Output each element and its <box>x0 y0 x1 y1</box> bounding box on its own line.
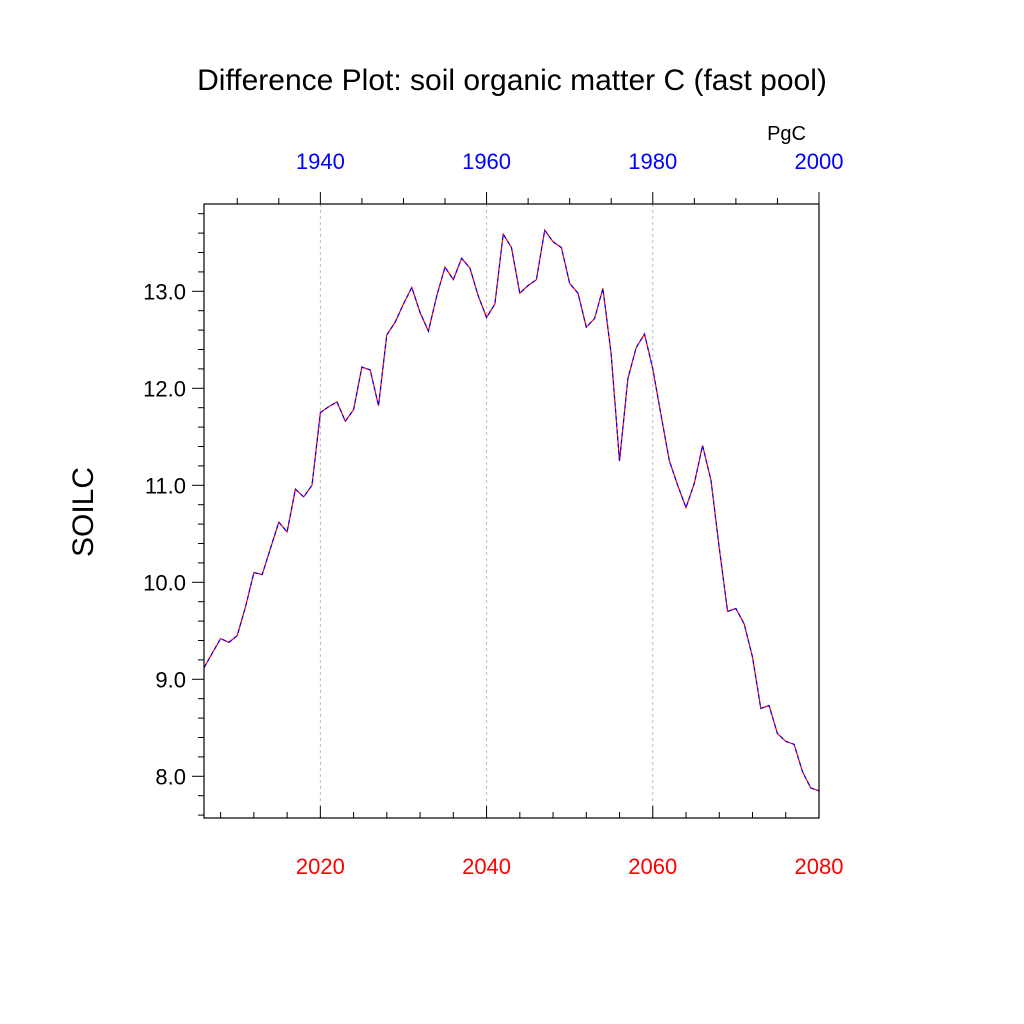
x-bottom-tick-label: 2020 <box>296 854 345 879</box>
x-bottom-tick-label: 2080 <box>795 854 844 879</box>
data-series <box>203 228 820 792</box>
units-label: PgC <box>767 123 806 145</box>
y-tick-label: 9.0 <box>155 667 186 692</box>
y-tick-label: 8.0 <box>155 764 186 789</box>
plot-frame <box>203 203 820 819</box>
x-top-tick-label: 1940 <box>296 149 345 174</box>
x-bottom-tick-label: 2040 <box>462 854 511 879</box>
x-top-tick-label: 1980 <box>628 149 677 174</box>
y-tick-label: 13.0 <box>143 279 186 304</box>
tick-labels: 8.0 9.0 10.0 11.0 12.0 13.0 2020 2040 2060 2080 19… <box>143 149 843 879</box>
gridlines <box>319 204 654 818</box>
y-tick-label: 10.0 <box>143 570 186 595</box>
x-top-tick-label: 2000 <box>795 149 844 174</box>
series-line-red <box>203 228 820 792</box>
chart-title: Difference Plot: soil organic matter C (… <box>197 64 827 97</box>
series-line-blue <box>203 228 820 792</box>
axis-ticks <box>192 192 820 818</box>
y-axis-label: SOILC <box>67 467 100 557</box>
y-tick-label: 12.0 <box>143 376 186 401</box>
x-top-tick-label: 1960 <box>462 149 511 174</box>
x-bottom-tick-label: 2060 <box>628 854 677 879</box>
y-tick-label: 11.0 <box>145 473 186 498</box>
